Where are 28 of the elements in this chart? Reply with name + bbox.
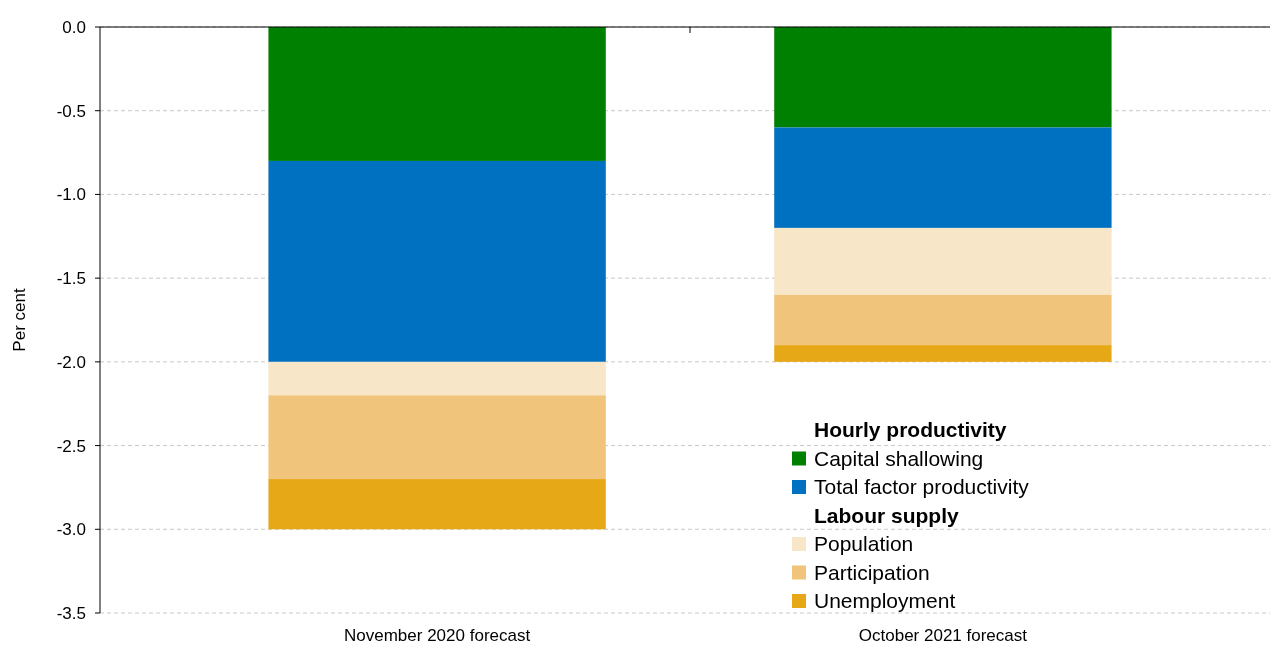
bar (774, 127, 1112, 228)
y-tick-label: -3.0 (56, 520, 86, 540)
legend-label: Participation (814, 560, 930, 584)
y-axis-title: Per cent (10, 288, 29, 352)
bar (774, 345, 1112, 362)
bar (774, 294, 1112, 346)
y-tick-label: -2.0 (56, 352, 86, 372)
legend-label: Population (814, 532, 914, 556)
y-tick-label: -1.5 (56, 269, 86, 289)
bar (774, 227, 1112, 295)
legend-label: Total factor productivity (814, 475, 1030, 499)
x-tick-label: October 2021 forecast (858, 626, 1028, 645)
bar (268, 160, 606, 362)
annotation: Labour supply (814, 503, 959, 527)
y-tick-label: -1.0 (56, 185, 86, 205)
y-tick-label: -2.5 (56, 436, 86, 456)
x-tick-label: November 2020 forecast (344, 626, 531, 645)
legend-label: Unemployment (814, 589, 956, 613)
bar (268, 361, 606, 396)
bar (268, 27, 606, 161)
y-tick-label: 0.0 (62, 17, 86, 37)
legend-label: Capital shallowing (814, 446, 984, 470)
y-tick-label: -3.5 (56, 603, 86, 623)
bar (774, 27, 1112, 128)
bar (268, 395, 606, 480)
bar (268, 479, 606, 530)
y-tick-label: -0.5 (56, 101, 86, 121)
annotation: Hourly productivity (814, 418, 1007, 442)
